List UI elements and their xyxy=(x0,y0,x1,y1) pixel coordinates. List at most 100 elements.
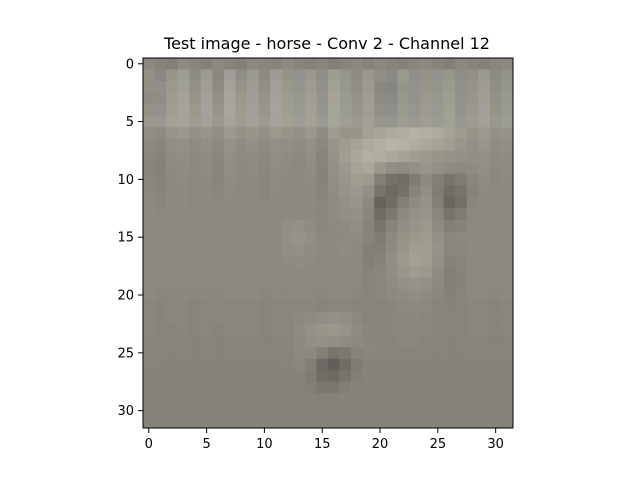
heatmap-cell xyxy=(189,312,202,325)
heatmap-cell xyxy=(489,185,502,198)
heatmap-cell xyxy=(166,162,178,174)
heatmap-cell xyxy=(258,173,271,186)
heatmap-cell xyxy=(143,323,155,336)
heatmap-cell xyxy=(200,92,213,105)
heatmap-cell xyxy=(397,69,410,82)
heatmap-cell xyxy=(223,92,236,105)
heatmap-cell xyxy=(443,347,456,359)
heatmap-cell xyxy=(293,277,306,290)
heatmap-cell xyxy=(189,208,202,221)
heatmap-cell xyxy=(351,312,363,325)
heatmap-cell xyxy=(362,208,375,221)
heatmap-cell xyxy=(455,115,468,128)
heatmap-cell xyxy=(293,150,306,163)
heatmap-cell xyxy=(362,150,375,163)
heatmap-cell xyxy=(397,277,410,290)
heatmap-cell xyxy=(455,138,468,151)
heatmap-cell xyxy=(212,243,225,255)
heatmap-cell xyxy=(328,243,340,255)
heatmap-cell xyxy=(166,404,178,417)
heatmap-cell xyxy=(351,196,363,209)
heatmap-cell xyxy=(281,138,294,151)
heatmap-cell xyxy=(200,81,213,93)
heatmap-cell xyxy=(166,300,178,313)
heatmap-cell xyxy=(328,150,340,163)
plot-frame xyxy=(142,57,514,429)
heatmap-cell xyxy=(177,277,190,290)
heatmap-cell xyxy=(281,58,294,70)
heatmap-cell xyxy=(270,81,283,93)
heatmap-cell xyxy=(351,58,363,70)
heatmap-cell xyxy=(385,127,398,140)
heatmap-cell xyxy=(362,358,375,371)
heatmap-cell xyxy=(293,254,306,267)
heatmap-cell xyxy=(489,162,502,174)
heatmap-cell xyxy=(501,370,514,383)
heatmap-cell xyxy=(154,127,167,140)
heatmap-cell xyxy=(501,219,514,232)
heatmap-cell xyxy=(478,323,491,336)
heatmap-cell xyxy=(223,127,236,140)
heatmap-cell xyxy=(293,138,306,151)
heatmap-cell xyxy=(443,104,456,117)
heatmap-cell xyxy=(166,196,178,209)
heatmap-cell xyxy=(293,162,306,174)
heatmap-cell xyxy=(293,69,306,82)
heatmap-cell xyxy=(339,173,352,186)
heatmap-cell xyxy=(304,404,317,417)
heatmap-cell xyxy=(316,266,329,278)
heatmap-cell xyxy=(420,219,433,232)
heatmap-cell xyxy=(420,300,433,313)
heatmap-cell xyxy=(351,347,363,359)
heatmap-cell xyxy=(339,393,352,406)
heatmap-cell xyxy=(374,381,387,394)
heatmap-cell xyxy=(235,416,248,429)
heatmap-cell xyxy=(270,323,283,336)
heatmap-cell xyxy=(455,162,468,174)
heatmap-cell xyxy=(316,219,329,232)
heatmap-cell xyxy=(293,173,306,186)
heatmap-cell xyxy=(212,381,225,394)
heatmap-cell xyxy=(408,323,421,336)
heatmap-cell xyxy=(270,173,283,186)
heatmap-cell xyxy=(466,404,479,417)
heatmap-cell xyxy=(420,127,433,140)
heatmap-cell xyxy=(304,277,317,290)
heatmap-cell xyxy=(385,277,398,290)
heatmap-cell xyxy=(466,266,479,278)
heatmap-cell xyxy=(443,162,456,174)
heatmap-cell xyxy=(189,58,202,70)
heatmap-cell xyxy=(154,323,167,336)
heatmap-cell xyxy=(212,92,225,105)
heatmap-cell xyxy=(281,81,294,93)
heatmap-cell xyxy=(304,127,317,140)
heatmap-cell xyxy=(362,300,375,313)
heatmap-cell xyxy=(328,173,340,186)
heatmap-cell xyxy=(177,358,190,371)
heatmap-cell xyxy=(443,266,456,278)
heatmap-cell xyxy=(189,393,202,406)
heatmap-cell xyxy=(293,300,306,313)
heatmap-cell xyxy=(247,208,259,221)
heatmap-cell xyxy=(466,127,479,140)
heatmap-cell xyxy=(443,219,456,232)
heatmap-cell xyxy=(339,81,352,93)
heatmap-cell xyxy=(258,208,271,221)
heatmap-cell xyxy=(235,358,248,371)
heatmap-cell xyxy=(385,58,398,70)
heatmap-cell xyxy=(235,104,248,117)
heatmap-cell xyxy=(455,416,468,429)
heatmap-cell xyxy=(143,254,155,267)
heatmap-cell xyxy=(316,370,329,383)
heatmap-cell xyxy=(362,312,375,325)
heatmap-cell xyxy=(362,162,375,174)
heatmap-cell xyxy=(397,127,410,140)
heatmap-cell xyxy=(466,150,479,163)
heatmap-cell xyxy=(247,393,259,406)
heatmap-cell xyxy=(143,219,155,232)
heatmap-cell xyxy=(362,81,375,93)
heatmap-cell xyxy=(339,219,352,232)
heatmap-cell xyxy=(235,277,248,290)
heatmap-cell xyxy=(223,150,236,163)
heatmap-cell xyxy=(501,289,514,302)
